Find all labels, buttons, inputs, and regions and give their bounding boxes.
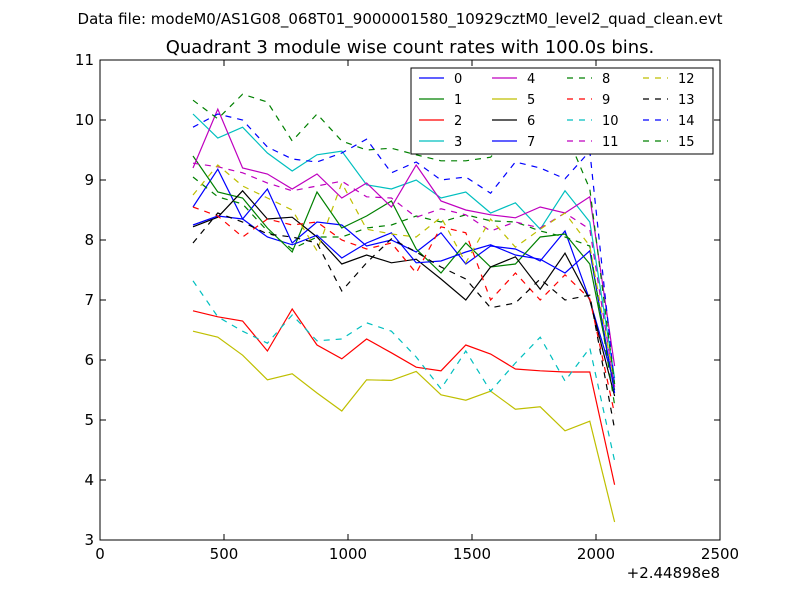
series-line-7 bbox=[192, 215, 616, 394]
legend-label-15: 15 bbox=[678, 135, 695, 150]
x-tick-label: 1000 bbox=[329, 545, 367, 563]
y-tick-label: 7 bbox=[84, 291, 94, 309]
legend-label-14: 14 bbox=[678, 114, 695, 129]
series-line-3 bbox=[192, 113, 616, 379]
series-line-13 bbox=[192, 212, 616, 430]
y-tick-label: 10 bbox=[75, 111, 94, 129]
legend-box bbox=[410, 67, 714, 155]
x-tick-label: 2500 bbox=[701, 545, 739, 563]
series-line-9 bbox=[192, 206, 616, 415]
legend-label-8: 8 bbox=[602, 72, 610, 87]
y-tick-label: 8 bbox=[84, 231, 94, 249]
legend-label-13: 13 bbox=[678, 93, 695, 108]
legend-label-4: 4 bbox=[527, 72, 535, 87]
legend-label-1: 1 bbox=[454, 93, 462, 108]
series-line-12 bbox=[192, 164, 616, 385]
y-tick-label: 9 bbox=[84, 171, 94, 189]
legend-label-10: 10 bbox=[602, 114, 619, 129]
series-line-4 bbox=[192, 107, 616, 367]
x-offset-label: +2.44898e8 bbox=[627, 564, 720, 582]
chart-title: Quadrant 3 module wise count rates with … bbox=[166, 37, 655, 58]
series-line-14 bbox=[192, 113, 616, 386]
legend-label-5: 5 bbox=[527, 93, 535, 108]
legend-label-6: 6 bbox=[527, 114, 535, 129]
legend-label-7: 7 bbox=[527, 135, 535, 150]
y-tick-label: 11 bbox=[75, 51, 94, 69]
series-line-0 bbox=[192, 167, 616, 385]
y-tick-label: 4 bbox=[84, 471, 94, 489]
x-tick-label: 1500 bbox=[453, 545, 491, 563]
y-tick-label: 5 bbox=[84, 411, 94, 429]
legend-label-11: 11 bbox=[602, 135, 619, 150]
y-tick-label: 6 bbox=[84, 351, 94, 369]
legend-label-3: 3 bbox=[454, 135, 462, 150]
series-line-1 bbox=[192, 155, 616, 391]
chart-supertitle: Data file: modeM0/AS1G08_068T01_90000015… bbox=[78, 10, 723, 29]
legend-label-2: 2 bbox=[454, 114, 462, 129]
series-line-15 bbox=[192, 93, 616, 385]
series-line-2 bbox=[192, 307, 616, 485]
series-line-11 bbox=[192, 162, 616, 388]
series-layer bbox=[192, 93, 616, 523]
x-tick-label: 500 bbox=[210, 545, 239, 563]
series-line-5 bbox=[192, 330, 616, 523]
y-tick-label: 3 bbox=[84, 531, 94, 549]
legend-label-12: 12 bbox=[678, 72, 695, 87]
series-line-8 bbox=[192, 176, 616, 406]
x-tick-label: 2000 bbox=[577, 545, 615, 563]
legend-label-9: 9 bbox=[602, 93, 610, 108]
legend-label-0: 0 bbox=[454, 72, 462, 87]
series-line-10 bbox=[192, 280, 616, 461]
x-tick-label: 0 bbox=[95, 545, 105, 563]
